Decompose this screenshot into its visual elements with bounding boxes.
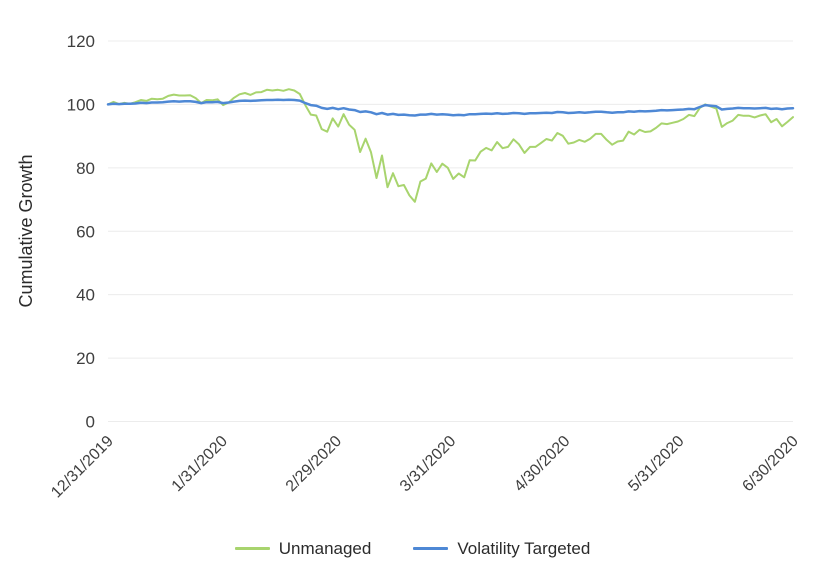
y-tick-label: 20 — [76, 349, 95, 368]
x-tick-label: 1/31/2020 — [169, 433, 231, 495]
legend-item-unmanaged[interactable]: Unmanaged — [234, 538, 372, 558]
y-tick-label: 60 — [76, 222, 95, 241]
y-tick-label: 40 — [76, 286, 95, 305]
x-tick-label: 2/29/2020 — [283, 433, 345, 495]
y-tick-label: 100 — [67, 95, 95, 114]
legend-label-volatility-targeted: Volatility Targeted — [457, 538, 591, 558]
series-lines — [106, 88, 795, 203]
x-axis-tick-labels: 12/31/2019 1/31/2020 2/29/2020 3/31/2020 4/3… — [48, 433, 802, 502]
chart-legend: Unmanaged Volatility Targeted — [0, 534, 825, 562]
y-tick-label: 120 — [67, 32, 95, 51]
x-tick-label: 12/31/2019 — [48, 433, 117, 502]
series-line-unmanaged — [107, 88, 794, 203]
x-tick-label: 6/30/2020 — [739, 433, 801, 495]
line-chart: 0 20 40 60 80 100 120 12/31/2019 1/31/2020 2/29/… — [16, 32, 802, 502]
y-axis-title: Cumulative Growth — [16, 154, 36, 307]
unmanaged-line-swatch-icon — [234, 546, 270, 550]
volatility-targeted-line-swatch-icon — [413, 546, 449, 550]
x-tick-label: 4/30/2020 — [511, 433, 573, 495]
legend-label-unmanaged: Unmanaged — [278, 538, 372, 558]
y-axis-tick-labels: 0 20 40 60 80 100 120 — [67, 32, 95, 432]
y-tick-label: 80 — [76, 159, 95, 178]
series-line-volatility-targeted — [106, 98, 795, 117]
gridlines — [108, 40, 793, 422]
legend-item-volatility-targeted[interactable]: Volatility Targeted — [413, 540, 590, 557]
x-tick-label: 3/31/2020 — [397, 433, 459, 495]
y-tick-label: 0 — [86, 413, 95, 432]
x-tick-label: 5/31/2020 — [625, 433, 687, 495]
